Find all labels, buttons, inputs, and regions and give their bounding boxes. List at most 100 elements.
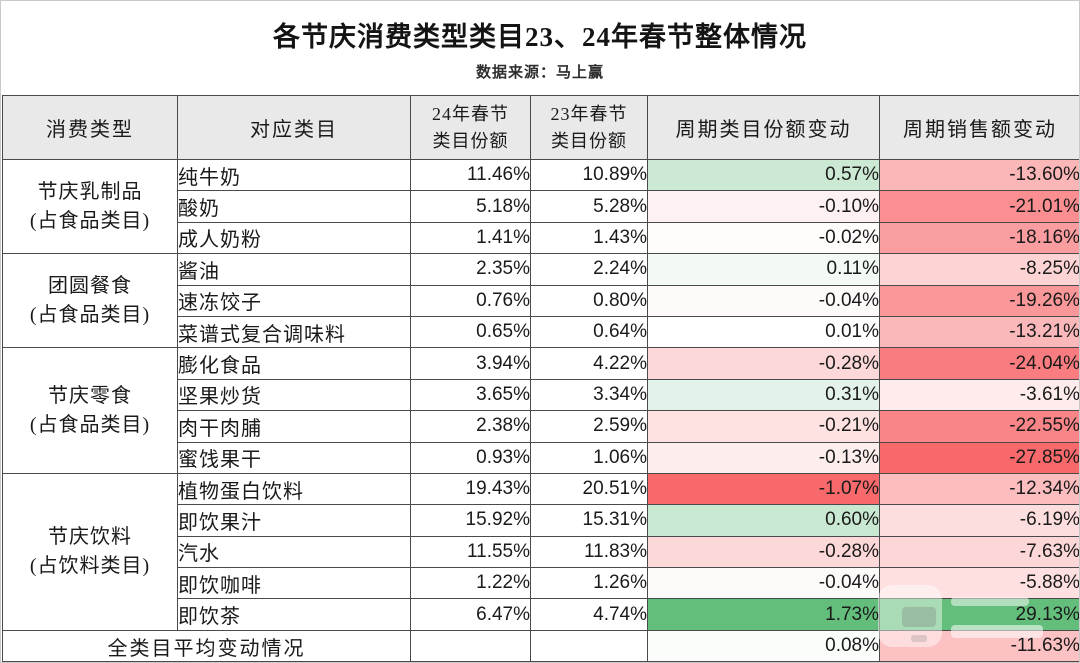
header-share-2024: 24年春节 类目份额 bbox=[410, 95, 531, 160]
share-2023-cell: 15.31% bbox=[530, 504, 648, 537]
consumption-type-cell: 节庆饮料 (占饮料类目) bbox=[2, 472, 178, 631]
page-title: 各节庆消费类型类目23、24年春节整体情况 bbox=[273, 21, 807, 52]
share-2024-cell: 3.94% bbox=[410, 347, 531, 380]
summary-share-change-cell: 0.08% bbox=[647, 629, 880, 662]
share-2023-cell: 20.51% bbox=[530, 472, 648, 506]
share-2023-cell: 10.89% bbox=[530, 158, 648, 192]
header-share-change: 周期类目份额变动 bbox=[647, 95, 880, 160]
share-2023-cell: 4.74% bbox=[530, 598, 648, 631]
title-block: 各节庆消费类型类目23、24年春节整体情况 数据来源：马上赢 bbox=[1, 1, 1079, 95]
summary-share-2024-cell bbox=[410, 629, 531, 662]
sales-change-cell: -7.63% bbox=[879, 535, 1079, 569]
category-cell: 肉干肉脯 bbox=[177, 410, 411, 443]
sales-change-cell: 29.13% bbox=[879, 598, 1079, 631]
share-2024-cell: 0.65% bbox=[410, 315, 531, 349]
category-cell: 速冻饺子 bbox=[177, 284, 411, 317]
share-change-cell: 0.60% bbox=[647, 504, 880, 537]
share-2024-cell: 0.93% bbox=[410, 441, 531, 474]
share-change-cell: 0.11% bbox=[647, 253, 880, 286]
category-cell: 植物蛋白饮料 bbox=[177, 472, 411, 506]
category-cell: 即饮茶 bbox=[177, 598, 411, 631]
category-cell: 酱油 bbox=[177, 253, 411, 286]
table-row: 即饮果汁 15.92% 15.31% 0.60% -6.19% bbox=[3, 504, 1079, 537]
share-2024-cell: 6.47% bbox=[410, 598, 531, 631]
table-row: 成人奶粉 1.41% 1.43% -0.02% -18.16% bbox=[3, 221, 1079, 255]
share-2024-cell: 11.55% bbox=[410, 535, 531, 569]
share-2023-cell: 3.34% bbox=[530, 378, 648, 412]
share-2023-cell: 0.64% bbox=[530, 315, 648, 349]
sales-change-cell: -19.26% bbox=[879, 284, 1079, 317]
category-cell: 汽水 bbox=[177, 535, 411, 569]
share-2024-cell: 1.22% bbox=[410, 567, 531, 600]
share-2023-cell: 4.22% bbox=[530, 347, 648, 380]
category-data-table: 消费类型 对应类目 24年春节 类目份额 23年春节 类目份额 周期类目份额变动… bbox=[2, 95, 1079, 662]
data-source-label: 数据来源：马上赢 bbox=[475, 64, 604, 81]
consumption-type-cell: 节庆零食 (占食品类目) bbox=[2, 347, 178, 474]
table-row: 节庆乳制品 (占食品类目) 纯牛奶 11.46% 10.89% 0.57% -13.60% bbox=[2, 158, 1079, 255]
sales-change-cell: -13.21% bbox=[879, 315, 1079, 349]
share-change-cell: -0.21% bbox=[647, 410, 880, 443]
share-2023-cell: 11.83% bbox=[530, 535, 648, 569]
header-sales-change: 周期销售额变动 bbox=[879, 95, 1079, 160]
header-category: 对应类目 bbox=[177, 95, 411, 160]
summary-sales-change-cell: -11.63% bbox=[879, 629, 1079, 662]
share-change-cell: 1.73% bbox=[647, 598, 880, 631]
table-row: 速冻饺子 0.76% 0.80% -0.04% -19.26% bbox=[3, 284, 1079, 317]
sales-change-cell: -13.60% bbox=[879, 158, 1079, 192]
share-change-cell: 0.57% bbox=[647, 158, 880, 192]
sales-change-cell: -3.61% bbox=[879, 378, 1079, 412]
share-change-cell: 0.01% bbox=[647, 315, 880, 349]
table-header-row: 消费类型 对应类目 24年春节 类目份额 23年春节 类目份额 周期类目份额变动… bbox=[2, 95, 1079, 160]
consumption-type-cell: 团圆餐食 (占食品类目) bbox=[2, 253, 178, 349]
share-change-cell: -1.07% bbox=[647, 472, 880, 506]
category-cell: 膨化食品 bbox=[177, 347, 411, 380]
table-row: 即饮咖啡 1.22% 1.26% -0.04% -5.88% bbox=[3, 567, 1079, 600]
consumption-type-cell: 节庆乳制品 (占食品类目) bbox=[2, 158, 178, 255]
table-row: 肉干肉脯 2.38% 2.59% -0.21% -22.55% bbox=[3, 410, 1079, 443]
share-change-cell: -0.28% bbox=[647, 347, 880, 380]
table-row: 酸奶 5.18% 5.28% -0.10% -21.01% bbox=[3, 190, 1079, 223]
category-cell: 菜谱式复合调味料 bbox=[177, 315, 411, 349]
category-cell: 即饮咖啡 bbox=[177, 567, 411, 600]
share-2023-cell: 2.59% bbox=[530, 410, 648, 443]
table-row: 节庆零食 (占食品类目) 膨化食品 3.94% 4.22% -0.28% -24.04% bbox=[2, 347, 1079, 474]
share-2024-cell: 2.38% bbox=[410, 410, 531, 443]
summary-label-cell: 全类目平均变动情况 bbox=[2, 629, 411, 662]
sales-change-cell: -5.88% bbox=[879, 567, 1079, 600]
share-change-cell: 0.31% bbox=[647, 378, 880, 412]
category-cell: 酸奶 bbox=[177, 190, 411, 223]
category-cell: 纯牛奶 bbox=[177, 158, 411, 192]
sales-change-cell: -22.55% bbox=[879, 410, 1079, 443]
table-row: 菜谱式复合调味料 0.65% 0.64% 0.01% -13.21% bbox=[3, 315, 1079, 349]
share-change-cell: -0.13% bbox=[647, 441, 880, 474]
sales-change-cell: -18.16% bbox=[879, 221, 1079, 255]
share-change-cell: -0.28% bbox=[647, 535, 880, 569]
header-consumption-type: 消费类型 bbox=[2, 95, 178, 160]
category-cell: 坚果炒货 bbox=[177, 378, 411, 412]
share-change-cell: -0.10% bbox=[647, 190, 880, 223]
sales-change-cell: -8.25% bbox=[879, 253, 1079, 286]
share-2024-cell: 5.18% bbox=[410, 190, 531, 223]
sales-change-cell: -27.85% bbox=[879, 441, 1079, 474]
share-change-cell: -0.04% bbox=[647, 284, 880, 317]
share-2023-cell: 0.80% bbox=[530, 284, 648, 317]
table-row: 团圆餐食 (占食品类目) 酱油 2.35% 2.24% 0.11% -8.25% bbox=[2, 253, 1079, 349]
sales-change-cell: -6.19% bbox=[879, 504, 1079, 537]
share-2023-cell: 2.24% bbox=[530, 253, 648, 286]
sales-change-cell: -21.01% bbox=[879, 190, 1079, 223]
table-row: 节庆饮料 (占饮料类目) 植物蛋白饮料 19.43% 20.51% -1.07% -12.3… bbox=[2, 472, 1079, 631]
category-cell: 成人奶粉 bbox=[177, 221, 411, 255]
share-2023-cell: 1.06% bbox=[530, 441, 648, 474]
share-2024-cell: 2.35% bbox=[410, 253, 531, 286]
share-2023-cell: 5.28% bbox=[530, 190, 648, 223]
category-cell: 蜜饯果干 bbox=[177, 441, 411, 474]
share-2024-cell: 19.43% bbox=[410, 472, 531, 506]
summary-row: 全类目平均变动情况 0.08% -11.63% bbox=[2, 629, 1079, 662]
share-change-cell: -0.02% bbox=[647, 221, 880, 255]
sales-change-cell: -12.34% bbox=[879, 472, 1079, 506]
header-share-2023: 23年春节 类目份额 bbox=[530, 95, 648, 160]
category-cell: 即饮果汁 bbox=[177, 504, 411, 537]
share-change-cell: -0.04% bbox=[647, 567, 880, 600]
share-2024-cell: 1.41% bbox=[410, 221, 531, 255]
